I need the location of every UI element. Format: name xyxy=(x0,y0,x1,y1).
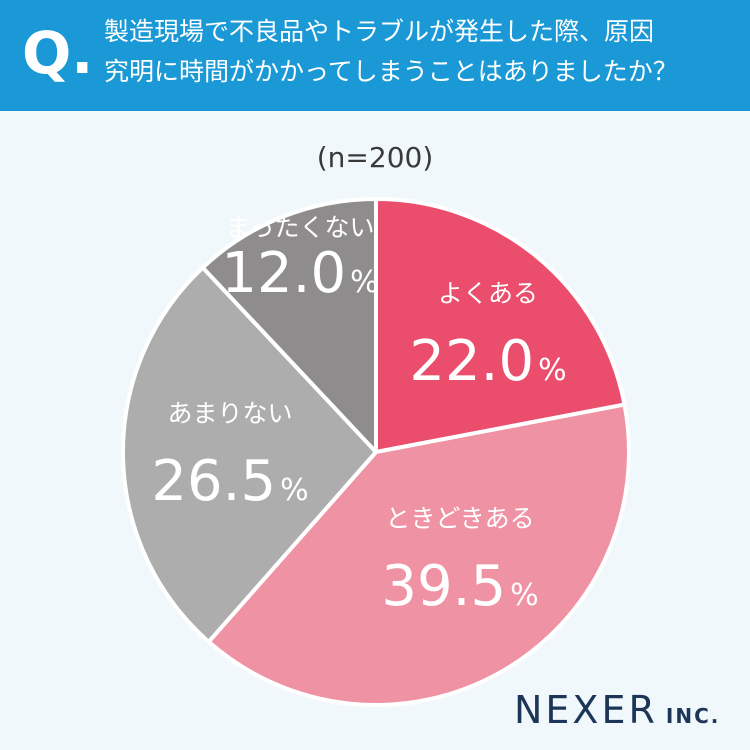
slice-value-sometimes: 39.5% xyxy=(381,554,538,619)
question-line-2: 究明に時間がかかってしまうことはありましたか？ xyxy=(104,57,678,86)
slice-label-sometimes: ときどきある xyxy=(385,504,534,533)
slice-label-rarely: あまりない xyxy=(167,399,292,428)
sample-size: (n=200) xyxy=(316,141,434,174)
question-text: 製造現場で不良品やトラブルが発生した際、原因 究明に時間がかかってしまうことはあ… xyxy=(104,12,734,92)
pie-slice-often xyxy=(374,197,627,454)
slice-label-often: よくある xyxy=(438,279,538,308)
question-header: Q. 製造現場で不良品やトラブルが発生した際、原因 究明に時間がかかってしまうこ… xyxy=(0,0,750,111)
pie-slice-sometimes xyxy=(206,402,631,707)
pie-slice-never xyxy=(200,197,378,454)
nexer-logo: NEXER INC. xyxy=(514,688,720,738)
logo-suffix: INC. xyxy=(665,704,721,728)
question-mark: Q. xyxy=(22,19,94,87)
logo-brand: NEXER xyxy=(514,688,658,732)
slice-value-rarely: 26.5% xyxy=(151,449,308,514)
slice-label-never: まったくない xyxy=(225,213,374,242)
question-line-1: 製造現場で不良品やトラブルが発生した際、原因 xyxy=(104,17,655,46)
slice-value-often: 22.0% xyxy=(409,329,566,394)
pie-slice-rarely xyxy=(121,265,378,644)
slice-value-never: 12.0% xyxy=(221,241,378,306)
